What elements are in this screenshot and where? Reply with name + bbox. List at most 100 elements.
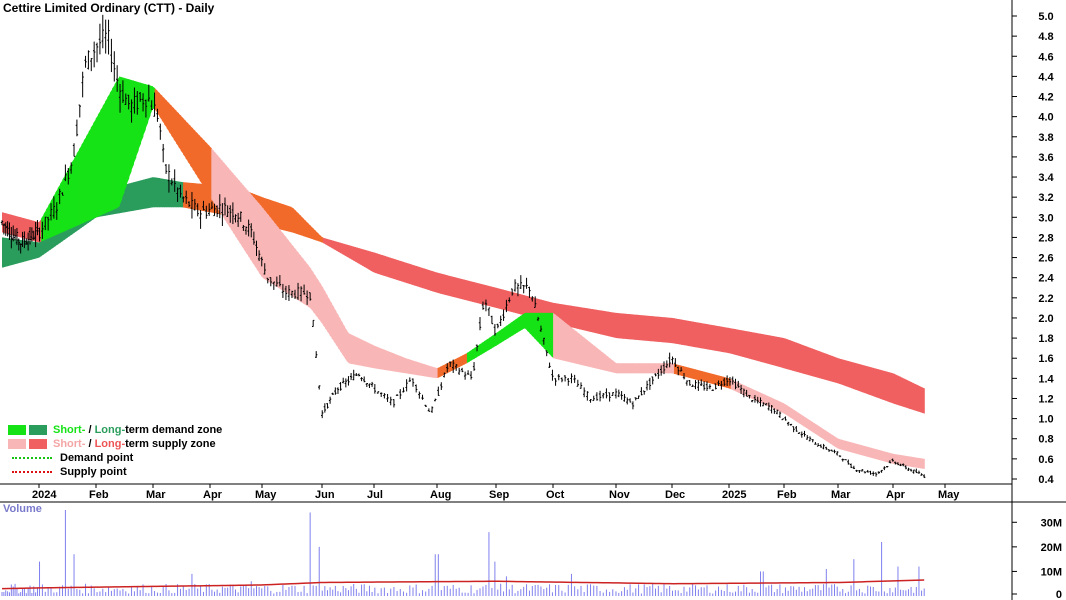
long-term-zone-band: [721, 326, 725, 353]
long-term-zone-band: [322, 237, 326, 245]
month-label: 2025: [722, 489, 746, 501]
short-term-zone-band: [816, 424, 820, 437]
short-term-zone-band: [97, 110, 101, 217]
short-term-zone-band: [919, 458, 923, 469]
long-term-zone-band: [776, 336, 780, 367]
short-term-zone-band: [315, 276, 319, 319]
volume-bars: [1, 510, 925, 596]
long-term-zone-band: [474, 282, 478, 303]
short-term-zone-band: [909, 456, 912, 467]
long-term-zone-band: [632, 314, 636, 340]
short-term-zone-band: [209, 145, 212, 200]
short-term-zone-band: [618, 363, 622, 374]
long-term-zone-band: [688, 320, 692, 347]
short-term-zone-band: [917, 457, 921, 469]
long-term-zone-band: [194, 183, 198, 211]
price-tick-label: 4.0: [1038, 112, 1053, 124]
long-term-zone-band: [812, 348, 816, 377]
long-term-zone-band: [517, 293, 521, 315]
short-term-zone-band: [825, 430, 829, 443]
price-tick-label: 0.8: [1038, 434, 1053, 446]
long-term-zone-band: [515, 292, 519, 314]
short-term-zone-band: [830, 433, 834, 446]
long-term-zone-band: [414, 265, 418, 287]
short-term-zone-band: [275, 224, 279, 288]
long-term-zone-band: [753, 332, 757, 361]
short-term-zone-band: [568, 325, 572, 363]
long-term-zone-band: [864, 365, 868, 394]
short-term-zone-band: [764, 394, 768, 406]
long-term-zone-band: [697, 322, 701, 349]
long-term-zone-band: [778, 337, 782, 368]
long-term-zone-band: [610, 312, 614, 338]
short-term-zone-band: [629, 363, 633, 374]
long-term-zone-band: [522, 294, 526, 316]
short-term-zone-band: [866, 446, 870, 458]
short-term-zone-band: [213, 150, 217, 206]
long-term-zone-band: [769, 335, 773, 365]
long-term-zone-band: [780, 337, 784, 369]
legend-sep: /: [85, 424, 95, 436]
long-term-zone-band: [449, 275, 453, 297]
price-tick-label: 2.4: [1038, 273, 1054, 285]
short-term-zone-band: [185, 120, 189, 162]
long-term-zone-band: [366, 250, 369, 270]
short-term-zone-band: [380, 348, 384, 370]
short-term-zone-band: [278, 227, 282, 290]
short-term-zone-band: [395, 354, 399, 373]
long-term-zone-band: [318, 233, 322, 242]
long-term-zone-band: [726, 327, 730, 354]
long-term-zone-band: [884, 371, 888, 402]
short-term-zone-band: [374, 345, 379, 369]
short-term-zone-band: [868, 447, 872, 458]
month-label: Nov: [609, 489, 631, 501]
price-tick-label: 0.6: [1038, 454, 1053, 466]
short-term-zone-band: [857, 444, 861, 455]
short-term-zone-band: [805, 417, 809, 430]
short-term-zone-band: [105, 97, 108, 214]
long-term-zone-band: [429, 270, 433, 292]
short-term-zone-band: [408, 359, 413, 375]
short-term-zone-band: [175, 110, 179, 147]
short-term-zone-band: [166, 100, 170, 132]
short-term-zone-band: [180, 115, 184, 155]
short-term-zone-band: [440, 365, 444, 377]
short-term-zone-band: [841, 439, 845, 451]
short-term-zone-band: [280, 230, 284, 292]
long-term-zone-band: [597, 309, 601, 335]
long-term-zone-band: [846, 360, 849, 388]
long-term-zone-band: [714, 325, 718, 351]
short-term-zone-band: [852, 442, 856, 454]
short-term-zone-band: [887, 452, 891, 463]
short-term-zone-band: [142, 83, 146, 137]
short-term-zone-band: [335, 311, 339, 349]
demand-point-swatch: [12, 457, 52, 459]
short-term-zone-band: [685, 366, 689, 378]
short-term-zone-band: [434, 367, 439, 379]
long-term-zone-band: [737, 329, 741, 357]
short-term-zone-band: [74, 153, 78, 227]
short-term-zone-band: [884, 451, 888, 463]
short-term-zone-band: [650, 363, 654, 374]
short-term-zone-band: [783, 403, 787, 415]
long-term-zone-band: [434, 272, 439, 293]
long-term-zone-band: [568, 305, 572, 328]
long-term-zone-band: [594, 309, 599, 334]
long-term-zone-band: [744, 330, 748, 359]
long-term-zone-band: [650, 316, 654, 342]
long-term-zone-band: [335, 241, 339, 252]
month-label: Feb: [777, 489, 797, 501]
long-term-zone-band: [363, 249, 367, 269]
long-term-zone-band: [531, 297, 535, 318]
long-supply-swatch: [29, 439, 47, 449]
volume-tick-label: 30M: [1041, 517, 1062, 529]
short-term-zone-band: [464, 352, 468, 365]
long-term-zone-band: [882, 370, 886, 401]
short-term-zone-band: [313, 272, 317, 316]
long-term-zone-band: [690, 321, 694, 347]
long-term-zone-band: [755, 332, 759, 362]
long-term-zone-band: [732, 328, 736, 355]
short-term-zone-band: [305, 262, 309, 307]
short-term-zone-band: [123, 77, 127, 193]
